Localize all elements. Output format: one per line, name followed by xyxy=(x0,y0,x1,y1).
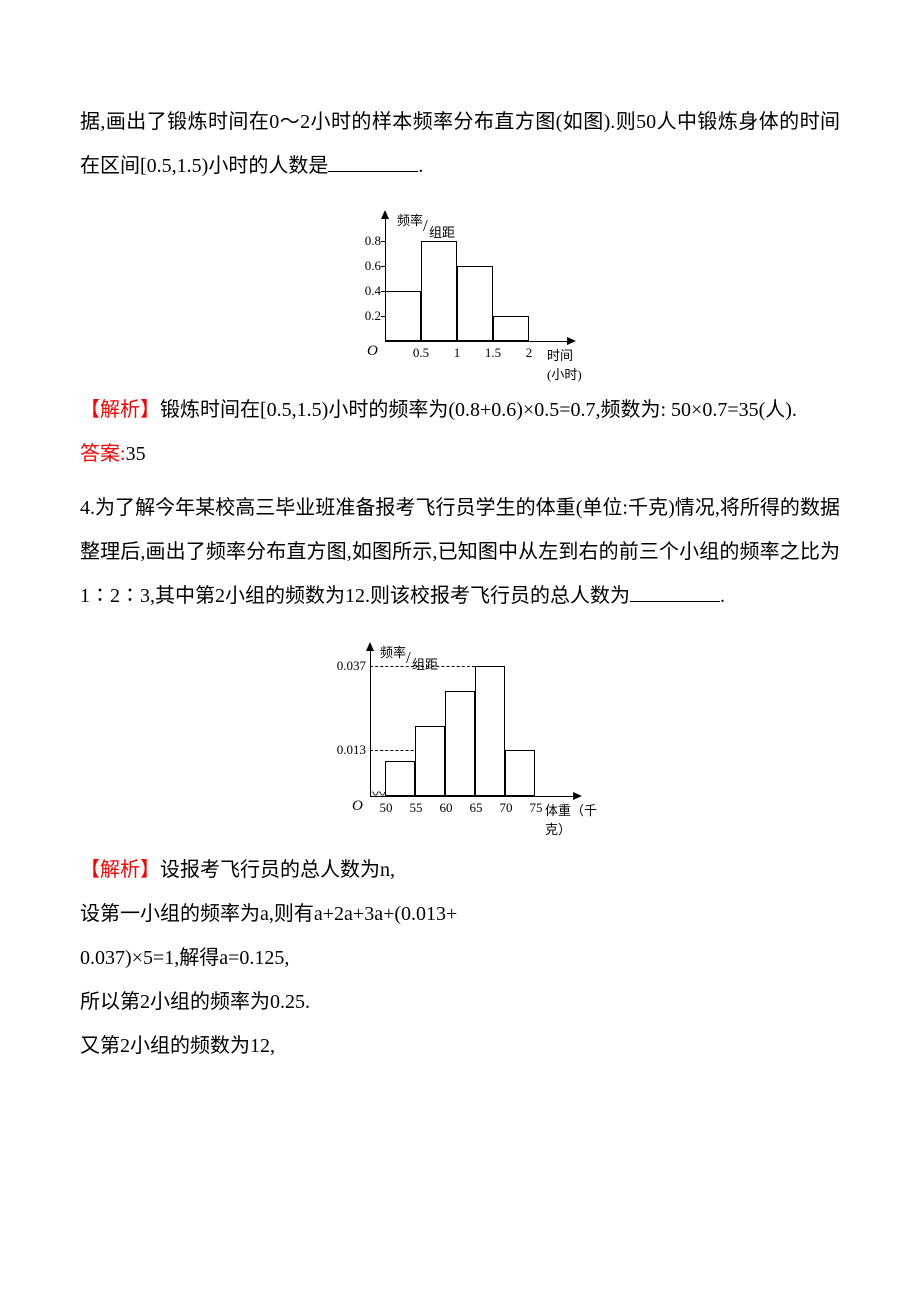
analysis-tag: 【解析】 xyxy=(80,859,160,881)
q3-chart-wrap: 频率/组距0.20.40.60.8O0.511.52时间(小时) xyxy=(80,206,840,366)
q4-sol-1: 设第一小组的频率为a,则有a+2a+3a+(0.013+ xyxy=(80,903,457,925)
bar xyxy=(385,291,421,341)
analysis-tag: 【解析】 xyxy=(80,399,160,421)
q4-sol-2: 0.037)×5=1,解得a=0.125, xyxy=(80,947,289,969)
q4-blank xyxy=(630,582,720,602)
q3-blank xyxy=(328,152,418,172)
q4-chart-wrap: 频率/组距0.0130.037〰O505560657075体重（千克） xyxy=(80,636,840,826)
q4-histogram: 频率/组距0.0130.037〰O505560657075体重（千克） xyxy=(305,636,615,826)
q3-analysis: 【解析】锻炼时间在[0.5,1.5)小时的频率为(0.8+0.6)×0.5=0.… xyxy=(80,388,840,432)
bar xyxy=(415,726,445,796)
bar xyxy=(475,666,505,796)
q4-stem: 4.为了解今年某校高三毕业班准备报考飞行员学生的体重(单位:千克)情况,将所得的… xyxy=(80,486,840,618)
q4-stem-tail: . xyxy=(720,585,725,607)
q4-analysis-line4: 又第2小组的频数为12, xyxy=(80,1024,840,1068)
q4-sol-3: 所以第2小组的频率为0.25. xyxy=(80,991,310,1013)
bar xyxy=(505,750,535,796)
q4-analysis-line0: 【解析】设报考飞行员的总人数为n, xyxy=(80,848,840,892)
bar xyxy=(421,241,457,341)
q4-stem-text: 4.为了解今年某校高三毕业班准备报考飞行员学生的体重(单位:千克)情况,将所得的… xyxy=(80,497,840,607)
bar xyxy=(445,691,475,796)
q3-answer: 答案:35 xyxy=(80,432,840,476)
answer-tag: 答案: xyxy=(80,443,126,465)
q3-answer-value: 35 xyxy=(126,443,146,465)
q3-intro-text: 据,画出了锻炼时间在0～2小时的样本频率分布直方图(如图).则50人中锻炼身体的… xyxy=(80,111,840,177)
q4-analysis-line1: 设第一小组的频率为a,则有a+2a+3a+(0.013+ xyxy=(80,892,840,936)
q4-analysis-line3: 所以第2小组的频率为0.25. xyxy=(80,980,840,1024)
bar xyxy=(457,266,493,341)
q3-analysis-text: 锻炼时间在[0.5,1.5)小时的频率为(0.8+0.6)×0.5=0.7,频数… xyxy=(160,399,797,421)
q3-intro-tail: . xyxy=(418,155,423,177)
q4-analysis-line2: 0.037)×5=1,解得a=0.125, xyxy=(80,936,840,980)
q4-sol-4: 又第2小组的频数为12, xyxy=(80,1035,275,1057)
q4-sol-0: 设报考飞行员的总人数为n, xyxy=(160,859,395,881)
q3-intro: 据,画出了锻炼时间在0～2小时的样本频率分布直方图(如图).则50人中锻炼身体的… xyxy=(80,100,840,188)
q3-histogram: 频率/组距0.20.40.60.8O0.511.52时间(小时) xyxy=(330,206,590,366)
bar xyxy=(385,761,415,796)
bar xyxy=(493,316,529,341)
